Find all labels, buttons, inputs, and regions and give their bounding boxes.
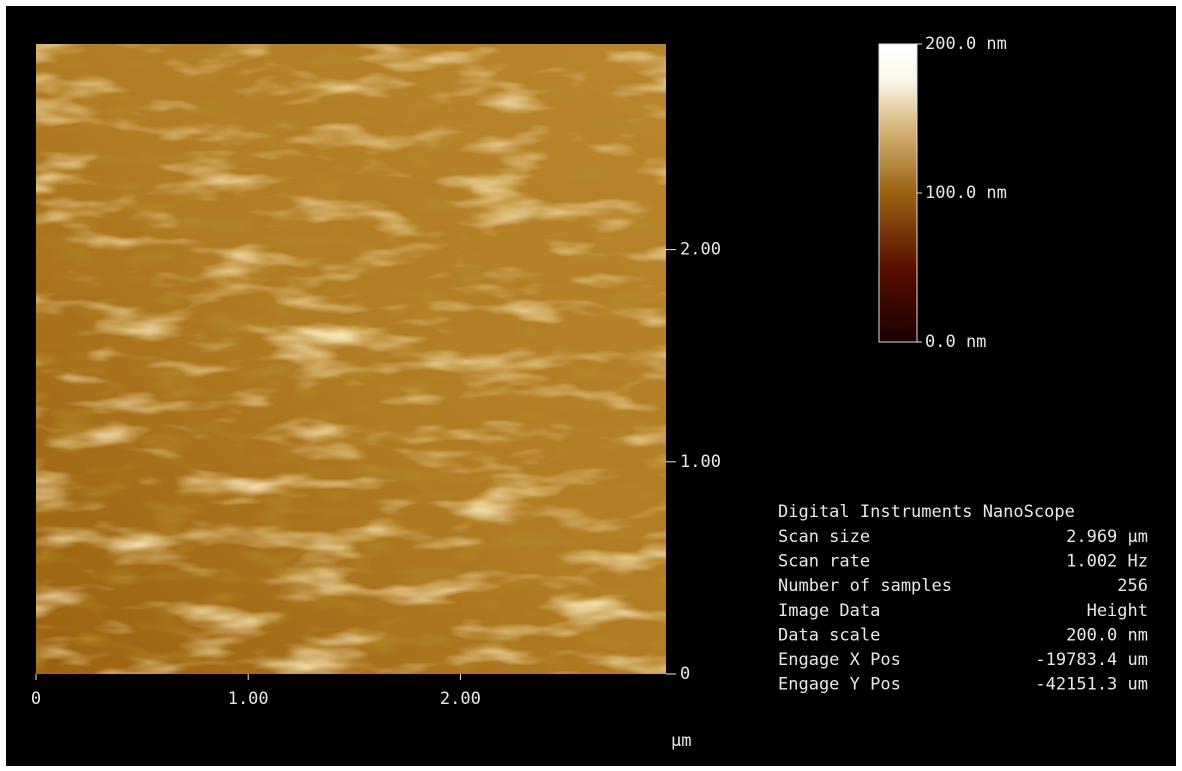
x-tick-label: 2.00 <box>440 689 481 709</box>
color-tick-label: 0.0 nm <box>925 332 986 352</box>
info-label: Data scale <box>778 625 880 645</box>
info-label: Image Data <box>778 601 880 621</box>
info-value: 200.0 nm <box>1066 625 1148 645</box>
afm-image <box>36 44 666 674</box>
info-value: 2.969 µm <box>1066 527 1148 547</box>
info-value: Height <box>1087 601 1148 621</box>
page: {"image": { "x_axis": {"range": [0, 2.96… <box>0 0 1182 771</box>
info-label: Number of samples <box>778 576 952 596</box>
info-label: Engage Y Pos <box>778 675 901 695</box>
info-title: Digital Instruments NanoScope <box>778 502 1075 522</box>
info-value: -19783.4 um <box>1035 650 1148 670</box>
info-value: 1.002 Hz <box>1066 552 1148 572</box>
info-value: 256 <box>1117 576 1148 596</box>
info-label: Scan size <box>778 527 870 547</box>
color-bar <box>879 44 917 342</box>
y-tick-label: 2.00 <box>680 240 721 260</box>
x-axis-unit: µm <box>671 731 691 751</box>
x-tick-label: 0 <box>31 689 41 709</box>
info-label: Engage X Pos <box>778 650 901 670</box>
info-label: Scan rate <box>778 552 870 572</box>
color-tick-label: 100.0 nm <box>925 183 1007 203</box>
x-tick-label: 1.00 <box>228 689 269 709</box>
info-value: -42151.3 um <box>1035 675 1148 695</box>
y-tick-label: 0 <box>680 664 690 684</box>
screenshot: µm Digital Instruments NanoScope Scan si… <box>0 0 1182 771</box>
color-tick-label: 200.0 nm <box>925 34 1007 54</box>
y-tick-label: 1.00 <box>680 452 721 472</box>
image-texture-light <box>36 44 666 674</box>
